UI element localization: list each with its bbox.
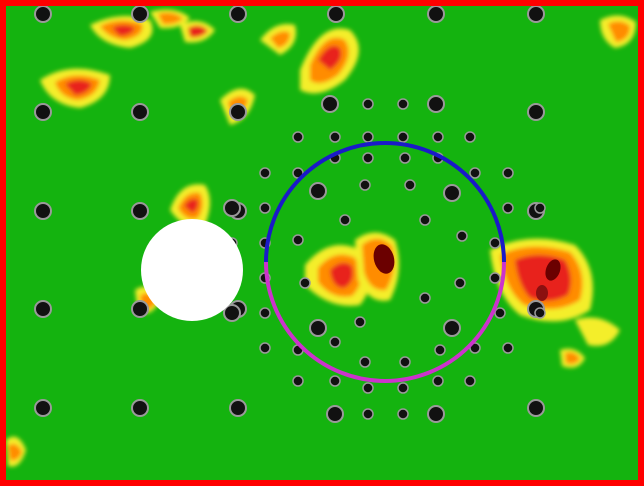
grid-dot — [223, 304, 241, 322]
hotspot-left-disc — [135, 184, 210, 314]
grid-dot — [326, 405, 344, 423]
grid-dot — [527, 399, 545, 417]
grid-dot — [339, 214, 351, 226]
grid-dot — [292, 234, 304, 246]
grid-dot — [404, 179, 416, 191]
grid-dot — [432, 375, 444, 387]
hotspot-core-right-2 — [536, 285, 548, 301]
grid-dot — [359, 356, 371, 368]
grid-dot — [362, 131, 374, 143]
grid-dot — [456, 230, 468, 242]
grid-dot — [397, 408, 409, 420]
grid-dot — [502, 202, 514, 214]
grid-dot — [309, 319, 327, 337]
grid-dot — [359, 179, 371, 191]
grid-dot — [489, 237, 501, 249]
grid-dot — [292, 131, 304, 143]
grid-dot — [427, 5, 445, 23]
hotspot-top-center — [180, 21, 359, 125]
grid-dot — [309, 182, 327, 200]
hotspot-top-right — [600, 15, 636, 49]
grid-dot — [527, 5, 545, 23]
grid-dot — [399, 152, 411, 164]
grid-dot — [397, 382, 409, 394]
grid-dot — [397, 98, 409, 110]
grid-dot — [464, 131, 476, 143]
grid-dot — [34, 103, 52, 121]
grid-dot — [443, 184, 461, 202]
hotspot-bottom-left — [6, 436, 26, 467]
grid-dot — [354, 316, 366, 328]
grid-dot — [131, 5, 149, 23]
grid-dot — [131, 103, 149, 121]
grid-dot — [34, 300, 52, 318]
grid-dot — [299, 277, 311, 289]
grid-dot — [469, 167, 481, 179]
grid-dot — [419, 292, 431, 304]
grid-dot — [34, 399, 52, 417]
grid-dot — [131, 399, 149, 417]
grid-dot — [427, 405, 445, 423]
ring-upper-arc — [264, 141, 506, 263]
grid-dot — [259, 167, 271, 179]
grid-dot — [131, 300, 149, 318]
grid-dot — [229, 399, 247, 417]
ring-lower-arc — [264, 261, 506, 383]
hotspot-core-center — [373, 244, 395, 274]
grid-dot — [327, 5, 345, 23]
hotspot-top-left — [40, 9, 190, 108]
grid-dot — [329, 336, 341, 348]
grid-dot — [329, 375, 341, 387]
grid-dot — [527, 103, 545, 121]
grid-dot — [419, 214, 431, 226]
grid-dot — [502, 342, 514, 354]
grid-dot — [397, 131, 409, 143]
grid-dot — [432, 131, 444, 143]
grid-dot — [362, 382, 374, 394]
grid-dot — [34, 5, 52, 23]
grid-dot — [329, 131, 341, 143]
grid-dot — [229, 103, 247, 121]
grid-dot — [454, 277, 466, 289]
grid-dot — [362, 408, 374, 420]
grid-dot — [464, 375, 476, 387]
hotspot-core-right — [545, 259, 561, 281]
grid-dot — [292, 375, 304, 387]
grid-dot — [502, 167, 514, 179]
grid-dot — [362, 152, 374, 164]
grid-dot — [494, 307, 506, 319]
grid-dot — [434, 344, 446, 356]
grid-dot — [427, 95, 445, 113]
grid-dot — [34, 202, 52, 220]
grid-dot — [534, 202, 546, 214]
grid-dot — [534, 307, 546, 319]
grid-dot — [399, 356, 411, 368]
grid-dot — [362, 98, 374, 110]
grid-dot — [131, 202, 149, 220]
grid-dot — [259, 202, 271, 214]
grid-dot — [259, 342, 271, 354]
white-disc — [141, 219, 243, 321]
grid-dot — [443, 319, 461, 337]
grid-dot — [259, 307, 271, 319]
grid-dot — [321, 95, 339, 113]
grid-dot — [489, 272, 501, 284]
grid-dot — [223, 199, 241, 217]
grid-dot — [229, 5, 247, 23]
